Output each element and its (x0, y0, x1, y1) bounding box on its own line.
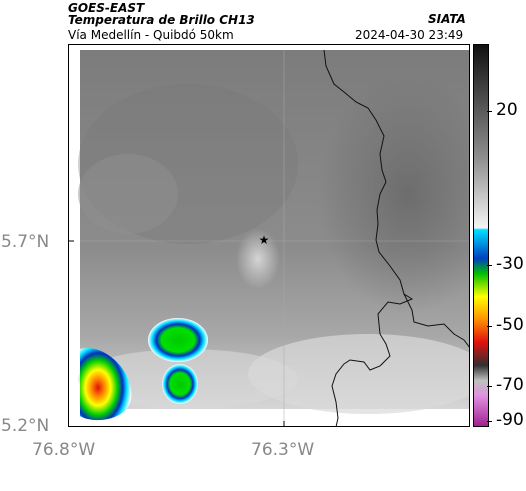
band-title: Temperatura de Brillo CH13 (68, 13, 255, 27)
region-subtitle: Vía Medellín - Quibdó 50km (68, 28, 234, 42)
colorbar-tick (487, 421, 492, 422)
border-lines (323, 49, 470, 427)
colorbar-tick (487, 111, 492, 112)
colorbar-label-20: 20 (496, 100, 518, 120)
colorbar-label-minus50: -50 (496, 315, 524, 335)
colorbar (473, 44, 489, 427)
organization-label: SIATA (428, 12, 466, 26)
lon-label-east: 76.3°W (251, 440, 315, 460)
product-title: GOES-EAST (68, 1, 145, 15)
timestamp-label: 2024-04-30 23:49 (355, 28, 464, 42)
colorbar-tick (487, 265, 492, 266)
colorbar-label-minus90: -90 (496, 410, 524, 430)
colorbar-label-minus30: -30 (496, 254, 524, 274)
satellite-map[interactable]: ★ (68, 44, 470, 427)
lat-label-north: 5.7°N (1, 232, 50, 252)
colorbar-tick (487, 326, 492, 327)
colorbar-tick (487, 386, 492, 387)
lon-label-west: 76.8°W (32, 440, 96, 460)
cold-cloud-tops (80, 318, 208, 421)
colorbar-label-minus70: -70 (496, 375, 524, 395)
lat-label-south: 5.2°N (1, 416, 50, 436)
satellite-image: ★ (68, 44, 470, 427)
star-icon: ★ (259, 233, 270, 247)
grid-lines (80, 50, 470, 427)
